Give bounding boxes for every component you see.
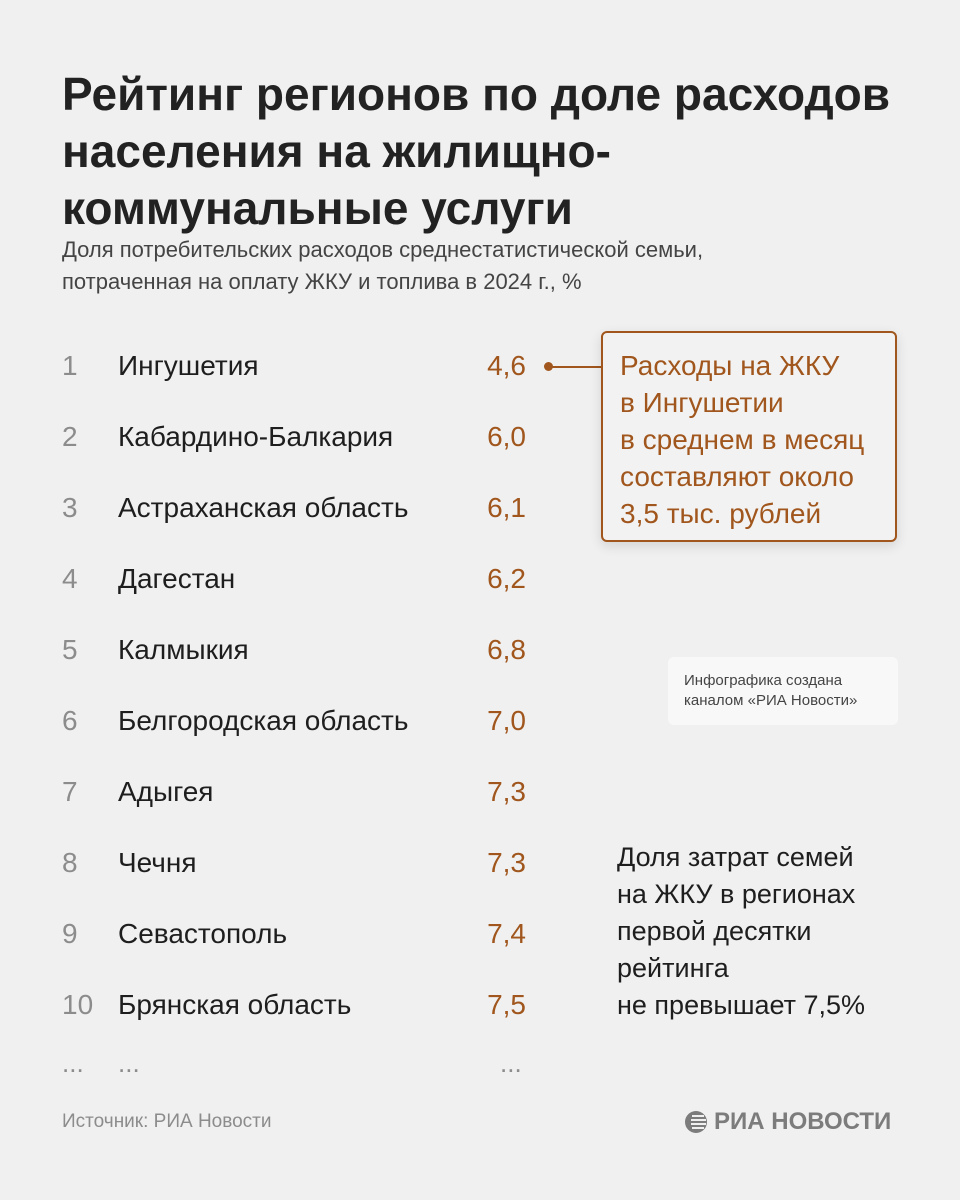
subtitle-line: потраченная на оплату ЖКУ и топлива в 20… (62, 269, 582, 294)
ellipsis-rank: ... (62, 1048, 84, 1078)
region-value: 6,2 (487, 563, 526, 594)
region-value: 6,0 (487, 421, 526, 452)
callout-line: в Ингушетии (620, 387, 784, 418)
region-value: 7,5 (487, 989, 526, 1020)
region-value: 7,3 (487, 776, 526, 807)
callout-line: составляют около (620, 461, 855, 492)
note-line: на ЖКУ в регионах (617, 879, 856, 909)
summary-note: Доля затрат семей на ЖКУ в регионах перв… (617, 839, 917, 1024)
subtitle: Доля потребительских расходов среднестат… (62, 234, 922, 298)
logo-text: РИА НОВОСТИ (714, 1108, 892, 1135)
rank-number: 4 (62, 563, 78, 594)
callout-line: 3,5 тыс. рублей (620, 498, 822, 529)
table-row: 3 Астраханская область 6,1 (0, 488, 560, 528)
rank-number: 7 (62, 776, 78, 807)
region-name: Севастополь (118, 918, 288, 949)
callout-line: в среднем в месяц (620, 424, 865, 455)
rank-number: 1 (62, 350, 78, 381)
region-value: 6,1 (487, 492, 526, 523)
rank-number: 3 (62, 492, 78, 523)
region-name: Ингушетия (118, 350, 259, 381)
subtitle-line: Доля потребительских расходов среднестат… (62, 237, 704, 262)
region-value: 7,4 (487, 918, 526, 949)
region-value: 7,0 (487, 705, 526, 736)
table-row: 9 Севастополь 7,4 (0, 914, 560, 954)
region-name: Калмыкия (118, 634, 249, 665)
table-row: 10 Брянская область 7,5 (0, 985, 560, 1025)
callout-line: Расходы на ЖКУ (620, 350, 840, 381)
page-title: Рейтинг регионов по доле расходов населе… (62, 68, 891, 234)
region-name: Чечня (118, 847, 197, 878)
rank-number: 6 (62, 705, 78, 736)
table-row: 1 Ингушетия 4,6 (0, 346, 560, 386)
ellipsis-name: ... (118, 1048, 140, 1078)
table-row: 8 Чечня 7,3 (0, 843, 560, 883)
region-value: 4,6 (487, 350, 526, 381)
table-row: 4 Дагестан 6,2 (0, 559, 560, 599)
region-name: Адыгея (118, 776, 214, 807)
rank-number: 8 (62, 847, 78, 878)
credit-badge: Инфографика создана каналом «РИА Новости… (668, 657, 898, 725)
region-value: 7,3 (487, 847, 526, 878)
table-row: 7 Адыгея 7,3 (0, 772, 560, 812)
note-line: рейтинга (617, 953, 729, 983)
ellipsis-value: ... (500, 1048, 522, 1078)
callout-connector-line (550, 366, 602, 368)
table-row: 5 Калмыкия 6,8 (0, 630, 560, 670)
callout-box: Расходы на ЖКУ в Ингушетии в среднем в м… (601, 331, 897, 542)
region-value: 6,8 (487, 634, 526, 665)
table-row: 6 Белгородская область 7,0 (0, 701, 560, 741)
rank-number: 2 (62, 421, 78, 452)
credit-line: каналом «РИА Новости» (684, 692, 858, 709)
rank-number: 9 (62, 918, 78, 949)
callout-connector-dot (544, 362, 553, 371)
region-name: Кабардино-Балкария (118, 421, 394, 452)
note-line: не превышает 7,5% (617, 990, 866, 1020)
rank-number: 10 (62, 989, 94, 1020)
region-name: Белгородская область (118, 705, 409, 736)
credit-line: Инфографика создана (684, 672, 843, 689)
region-name: Астраханская область (118, 492, 409, 523)
rank-number: 5 (62, 634, 78, 665)
region-name: Дагестан (118, 563, 236, 594)
region-name: Брянская область (118, 989, 352, 1020)
globe-icon (685, 1111, 707, 1133)
source-text: Источник: РИА Новости (62, 1111, 272, 1132)
ria-logo: РИА НОВОСТИ (684, 1108, 891, 1136)
table-row: 2 Кабардино-Балкария 6,0 (0, 417, 560, 457)
note-line: первой десятки (617, 916, 812, 946)
note-line: Доля затрат семей (617, 842, 854, 872)
